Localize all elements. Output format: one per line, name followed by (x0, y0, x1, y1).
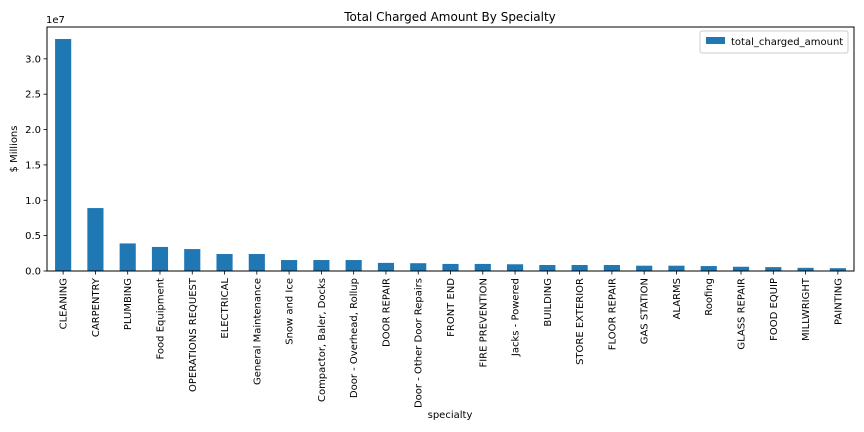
y-axis-label: $ Millions (9, 126, 20, 173)
y-tick-label: 0.5 (25, 231, 41, 242)
x-tick-label: CARPENTRY (91, 277, 102, 337)
legend-swatch (706, 37, 725, 44)
x-tick-label: STORE EXTERIOR (575, 278, 586, 365)
bar (636, 265, 653, 271)
bar (87, 208, 104, 271)
bar (216, 254, 233, 271)
bar (603, 264, 620, 271)
y-tick-label: 3.0 (25, 54, 41, 65)
bar (119, 243, 136, 271)
x-tick-label: DOOR REPAIR (381, 278, 392, 347)
bar (506, 264, 524, 271)
x-tick-label: Door - Other Door Repairs (414, 278, 425, 408)
x-tick-label: ALARMS (672, 278, 683, 319)
bar (442, 263, 459, 271)
legend-entry: total_charged_amount (731, 37, 843, 48)
x-tick-label: FLOOR REPAIR (607, 278, 618, 350)
x-tick-label: PLUMBING (123, 278, 134, 330)
x-tick-label: General Maintenance (252, 278, 263, 385)
bar (345, 260, 362, 271)
y-tick-label: 1.0 (25, 196, 41, 207)
y-tick-label: 2.5 (25, 90, 41, 101)
bar (248, 254, 265, 271)
legend: total_charged_amount (699, 30, 849, 54)
bar (184, 249, 201, 271)
offset-text: 1e7 (46, 15, 65, 26)
y-axis: 0.0 0.5 1.0 1.5 2.0 2.5 3.0 (25, 54, 47, 278)
x-tick-label: ELECTRICAL (220, 278, 231, 339)
legend-frame (699, 30, 849, 54)
bar (55, 39, 72, 271)
x-tick-label: PAINTING (833, 278, 844, 325)
y-tick-label: 0.0 (25, 267, 41, 278)
x-tick-label: OPERATIONS REQUEST (188, 277, 199, 392)
x-tick-label: Snow and Ice (285, 278, 296, 345)
plot-frame (46, 26, 855, 272)
x-tick-label: FOOD EQUIP (769, 278, 780, 341)
bar (732, 266, 750, 271)
bar (151, 246, 169, 271)
x-tick-label: Food Equipment (155, 278, 166, 360)
x-axis: CLEANING CARPENTRY PLUMBING Food Equipment O… (59, 271, 844, 408)
x-tick-label: FIRE PREVENTION (478, 278, 489, 368)
x-tick-label: Door - Overhead, Rollup (349, 278, 360, 398)
x-axis-label: specialty (428, 410, 473, 421)
y-tick-label: 1.5 (25, 160, 41, 171)
x-tick-label: GAS STATION (640, 278, 651, 344)
x-tick-label: CLEANING (59, 278, 70, 329)
bars-group (55, 39, 846, 271)
x-tick-label: BUILDING (543, 278, 554, 327)
bar (829, 268, 846, 271)
y-tick-label: 2.0 (25, 125, 41, 136)
bar (474, 263, 491, 271)
bar (797, 267, 814, 271)
x-tick-label: MILLWRIGHT (801, 277, 812, 341)
bar (765, 267, 782, 271)
x-tick-label: Jacks - Powered (511, 278, 522, 357)
x-tick-label: FRONT END (446, 278, 457, 337)
bar (313, 260, 330, 271)
bar (668, 265, 685, 271)
x-tick-label: Compactor, Baler, Docks (317, 278, 328, 402)
x-tick-label: GLASS REPAIR (737, 278, 748, 350)
chart-title: Total Charged Amount By Specialty (343, 10, 556, 24)
bar (377, 262, 395, 271)
bar (410, 263, 427, 271)
bar (281, 260, 298, 271)
bar (571, 264, 588, 271)
x-tick-label: Roofing (704, 278, 715, 316)
bar (700, 266, 717, 271)
bar (539, 264, 556, 271)
